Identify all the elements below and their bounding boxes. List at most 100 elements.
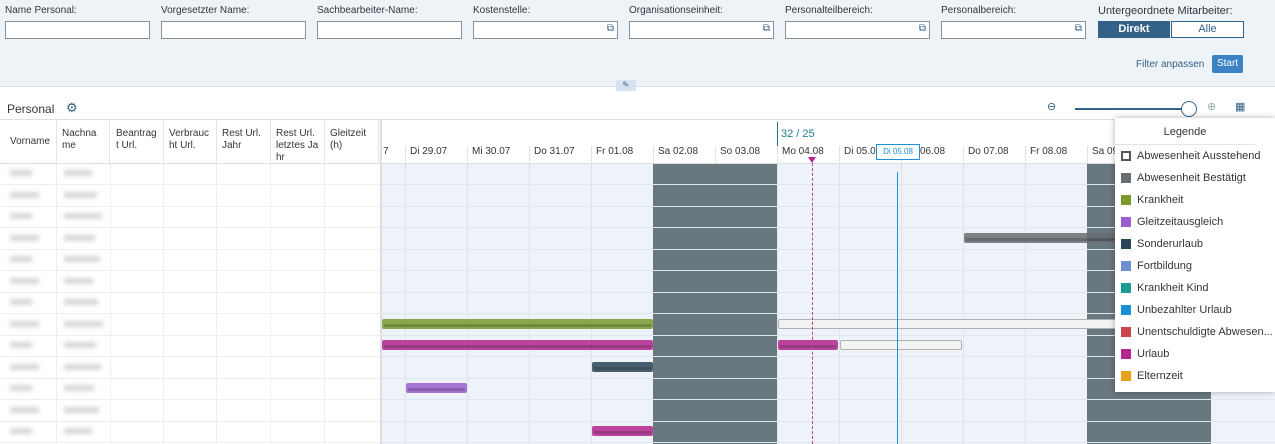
day-line [839,146,840,444]
name-blur [10,342,32,348]
value-help-icon: ⧉ [606,23,614,34]
day-label: 7 [383,146,389,157]
start-button[interactable]: Start [1212,55,1243,73]
name-blur [64,191,97,198]
value-help-icon: ⧉ [762,23,770,34]
col-line [110,163,111,444]
zoom-handle[interactable] [1181,101,1197,117]
weekend [653,163,777,444]
gantt-bar[interactable] [840,340,962,350]
row-line [0,313,380,314]
name-blur [64,234,95,241]
divider [0,119,1275,120]
filter-input[interactable]: ⧉ [785,21,930,39]
row-line [382,442,1275,443]
table-title: Personal [7,102,55,116]
legend-swatch [1121,261,1131,271]
name-blur [64,170,92,176]
name-blur [10,256,32,262]
legend-swatch [1121,151,1131,161]
zoom-out[interactable]: ⊖ [1047,101,1057,113]
filter-adjust[interactable]: Filter anpassen [1136,59,1205,70]
row-line [0,291,380,293]
gantt-bar[interactable] [406,383,467,393]
value-help-icon: ⧉ [1074,23,1082,34]
divider [0,86,1275,87]
pin-button[interactable]: ✎ [616,80,636,91]
gantt-bar[interactable] [592,426,653,436]
name-blur [64,385,94,391]
column-header: Nachname [57,120,110,163]
filter-label: Kostenstelle: [473,5,531,16]
gantt-bar[interactable] [382,318,653,329]
col-line [324,163,325,444]
row-line [382,334,1275,336]
gantt-bar[interactable] [964,232,1117,243]
row-line [0,399,380,400]
week-line [777,122,778,146]
legend: Legende Abwesenheit Ausstehend Abwesenhei… [1115,118,1275,392]
name-blur [10,170,32,176]
table-icon[interactable]: ▦ [1235,101,1246,113]
legend-label: Gleitzeitausgleich [1137,216,1224,228]
filter-input[interactable]: ⧉ [629,21,774,39]
column-header: Gleitzeit (h) [325,120,379,163]
name-blur [64,342,96,348]
name-blur [10,299,32,305]
name-blur [10,428,32,434]
name-blur [64,320,103,327]
zoom-in[interactable]: ⊕ [1207,101,1217,113]
toggle-direkt[interactable]: Direkt [1098,21,1170,38]
legend-label: Fortbildung [1137,260,1193,272]
gantt-bar[interactable] [778,318,1117,329]
row-line [382,377,1275,379]
legend-swatch [1121,327,1131,337]
name-blur [64,277,93,284]
zoom-slider[interactable] [1075,108,1187,110]
day-label: Do 31.07 [534,146,575,157]
gantt-bar[interactable] [382,340,653,350]
row-line [382,248,1275,250]
day-line [529,146,530,444]
day-label: Mi 30.07 [472,146,511,157]
legend-label: Krankheit Kind [1137,282,1209,294]
day-label: Fr 08.08 [1030,146,1068,157]
row-line [382,205,1275,207]
settings-icon[interactable]: ⚙ [66,100,78,115]
name-blur [10,234,39,241]
name-blur [10,213,32,219]
day-line [405,146,406,444]
row-line [382,227,1275,228]
cursor-label: Di 05.08 [876,144,920,160]
gantt-bar[interactable] [592,361,653,372]
header-line [0,163,380,164]
row-line [0,442,380,443]
row-line [382,270,1275,271]
col-line [163,163,164,444]
day-label: Do 07.08 [968,146,1009,157]
legend-swatch [1121,195,1131,205]
name-blur [64,363,101,370]
column-header: Vorname [5,120,57,163]
legend-swatch [1121,239,1131,249]
legend-label: Krankheit [1137,194,1184,206]
column-header: Verbraucht Url. [164,120,217,163]
filter-input[interactable]: ⧉ [941,21,1086,39]
day-label: Sa 02.08 [658,146,699,157]
name-blur [64,428,92,434]
filter-input[interactable] [317,21,462,39]
filter-label: Vorgesetzter Name: [161,5,250,16]
filter-input[interactable] [5,21,150,39]
legend-swatch [1121,217,1131,227]
day-label: So 03.08 [720,146,761,157]
divider [1115,144,1255,145]
day-line [1025,146,1026,444]
filter-input[interactable] [161,21,306,39]
day-line [963,146,964,444]
filter-input[interactable]: ⧉ [473,21,618,39]
filter-label: Personalteilbereich: [785,5,873,16]
day-label: Mo 04.08 [782,146,824,157]
gantt-bar[interactable] [778,340,838,350]
toggle-alle[interactable]: Alle [1171,21,1244,38]
